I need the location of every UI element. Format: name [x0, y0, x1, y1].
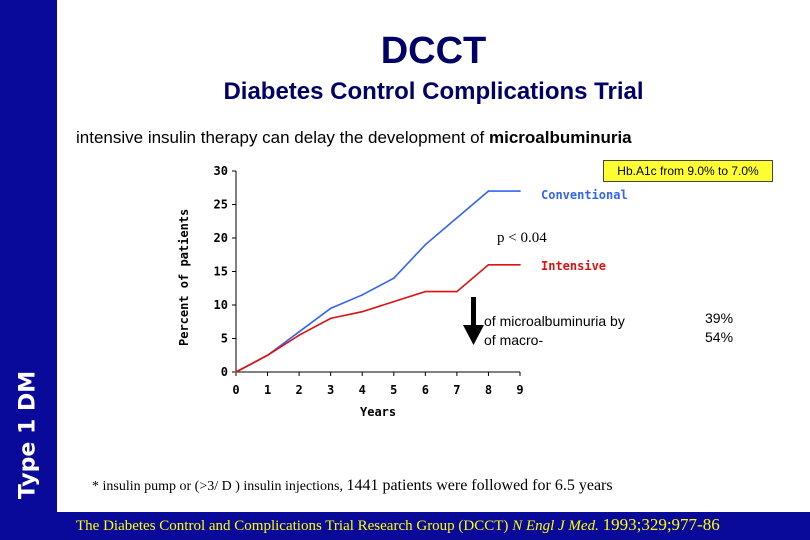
data-point-intensive [361, 310, 364, 313]
data-point-conventional [298, 331, 300, 333]
citation-authors: The Diabetes Control and Complications T… [76, 518, 509, 534]
x-tick-label: 5 [390, 383, 397, 397]
footnote: * insulin pump or (>3/ D ) insulin injec… [92, 477, 613, 495]
y-tick-label: 20 [214, 231, 228, 245]
data-point-intensive [424, 290, 427, 293]
data-point-intensive [487, 264, 490, 266]
reduction-line-2: of macro- [484, 332, 544, 348]
series-line-conventional [235, 190, 520, 373]
reduction-line-1: of microalbuminuria by [484, 313, 625, 329]
data-point-intensive [235, 371, 237, 373]
data-point-conventional [424, 243, 427, 246]
data-point-intensive [298, 334, 300, 336]
data-point-intensive [392, 300, 395, 303]
x-tick-label: 4 [359, 383, 366, 397]
data-point-intensive [266, 354, 269, 357]
legend-label-intensive: Intensive [541, 259, 606, 273]
y-tick-label: 15 [214, 265, 228, 279]
lead-statement: intensive insulin therapy can delay the … [76, 128, 632, 148]
sidebar-band: Type 1 DM [0, 0, 57, 540]
reduction-text: of microalbuminuria by of macro- [484, 312, 684, 350]
y-tick-label: 10 [214, 298, 228, 312]
data-point-intensive [519, 264, 521, 266]
citation-journal: N Engl J Med. [512, 518, 599, 534]
citation-year: 1993;329;977-86 [602, 515, 720, 534]
footnote-treatment: * insulin pump or (>3/ D ) insulin injec… [92, 479, 343, 494]
pct-microalbuminuria: 39% [705, 310, 734, 326]
x-axis-title: Years [360, 405, 396, 419]
down-arrow-icon [463, 297, 484, 345]
legend-label-conventional: Conventional [541, 188, 628, 202]
y-tick-label: 5 [221, 332, 228, 346]
citation: The Diabetes Control and Complications T… [76, 515, 720, 535]
slide-subtitle: Diabetes Control Complications Trial [223, 78, 644, 105]
hba1c-note: Hb.A1c from 9.0% to 7.0% [603, 160, 773, 182]
lead-emphasis: microalbuminuria [488, 128, 632, 147]
y-axis-title: Percent of patients [177, 209, 191, 346]
x-tick-label: 1 [264, 383, 271, 397]
slide-title: DCCT [380, 30, 487, 72]
data-point-conventional [456, 217, 458, 219]
p-value: p < 0.04 [497, 230, 547, 246]
x-tick-label: 8 [485, 383, 492, 397]
y-tick-label: 30 [214, 164, 228, 178]
series-line-intensive [235, 263, 520, 373]
x-tick-label: 2 [295, 383, 302, 397]
data-point-intensive [456, 290, 458, 293]
x-tick-label: 6 [422, 383, 429, 397]
x-tick-label: 3 [327, 383, 334, 397]
pct-macro: 54% [705, 329, 734, 345]
y-tick-label: 0 [221, 365, 228, 379]
citation-bar [57, 512, 810, 540]
data-point-conventional [361, 294, 364, 296]
reduction-percentages: 39% 54% [705, 309, 733, 347]
data-point-intensive [329, 317, 332, 320]
data-point-conventional [487, 190, 490, 192]
data-point-conventional [392, 277, 395, 280]
lead-prefix: intensive insulin therapy can delay the … [76, 128, 489, 147]
y-tick-label: 25 [214, 198, 228, 212]
data-point-conventional [519, 190, 521, 192]
data-point-conventional [329, 307, 332, 310]
footnote-cohort: 1441 patients were followed for 6.5 year… [346, 477, 613, 494]
x-tick-label: 7 [453, 383, 460, 397]
x-tick-label: 0 [232, 383, 239, 397]
x-tick-label: 9 [516, 383, 523, 397]
